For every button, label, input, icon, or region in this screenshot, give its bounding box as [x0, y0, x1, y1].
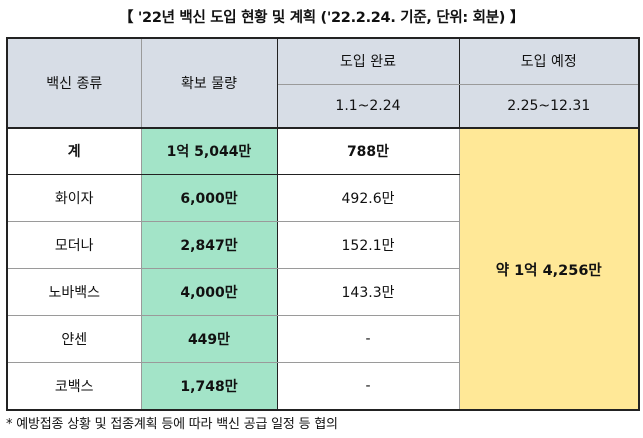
completed-quantity: 143.3만: [276, 267, 460, 317]
completed-quantity: -: [276, 315, 460, 364]
planned-total: 약 1억 4,256만: [458, 127, 640, 411]
table-row: 노바백스 4,000만 143.3만: [6, 267, 639, 317]
header-secured-quantity: 확보 물량: [140, 37, 278, 129]
header-import-completed: 도입 완료: [276, 37, 460, 85]
secured-quantity: 2,847만: [140, 220, 278, 269]
vaccine-name: 코백스: [6, 362, 142, 412]
footnote: * 예방접종 상황 및 접종계획 등에 따라 백신 공급 일정 등 협의: [6, 417, 338, 432]
secured-quantity: 449만: [140, 315, 278, 364]
completed-quantity: -: [276, 362, 460, 412]
table-row: 화이자 6,000만 492.6만: [6, 173, 639, 222]
vaccine-name: 화이자: [6, 173, 142, 222]
vaccine-name: 노바백스: [6, 267, 142, 317]
completed-quantity: 492.6만: [276, 173, 460, 222]
table-title: 【 '22년 백신 도입 현황 및 계획 ('22.2.24. 기준, 단위: …: [118, 10, 525, 26]
header-planned-period: 2.25~12.31: [458, 83, 640, 129]
total-label: 계: [6, 127, 142, 175]
table-row: 얀센 449만 -: [6, 315, 639, 364]
total-completed: 788만: [276, 127, 460, 175]
header-import-planned: 도입 예정: [458, 37, 640, 85]
vaccine-import-table: 백신 종류 확보 물량 도입 완료 도입 예정 1.1~2.24 2.25~12…: [6, 37, 640, 412]
table-row: 코백스 1,748만 -: [6, 362, 639, 412]
vaccine-name: 얀센: [6, 315, 142, 364]
completed-quantity: 152.1만: [276, 220, 460, 269]
total-secured: 1억 5,044만: [140, 127, 278, 175]
header-completed-period: 1.1~2.24: [276, 83, 460, 129]
secured-quantity: 1,748만: [140, 362, 278, 412]
table-row-total: 계 1억 5,044만 788만 약 1억 4,256만: [6, 127, 640, 411]
header-vaccine-type: 백신 종류: [6, 37, 142, 129]
secured-quantity: 6,000만: [140, 173, 278, 222]
secured-quantity: 4,000만: [140, 267, 278, 317]
vaccine-name: 모더나: [6, 220, 142, 269]
table-row: 모더나 2,847만 152.1만: [6, 220, 639, 269]
